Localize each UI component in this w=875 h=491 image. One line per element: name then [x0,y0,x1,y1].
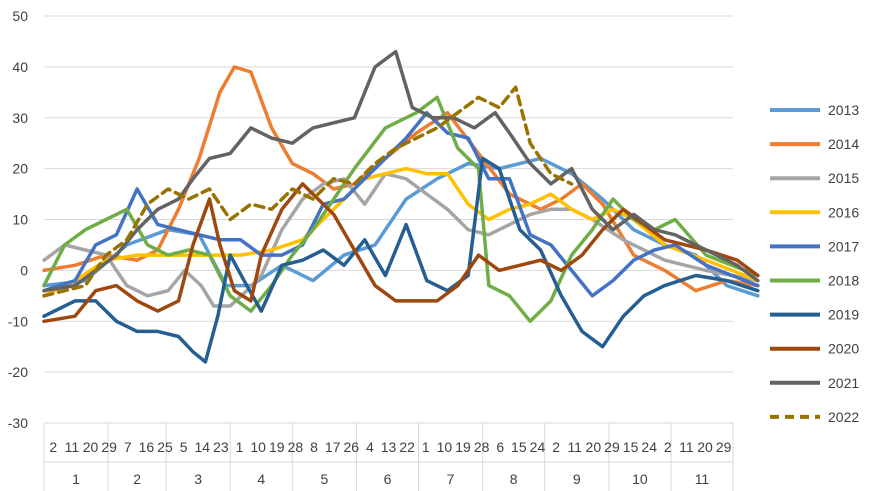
legend-label: 2021 [828,375,859,391]
month-label: 11 [695,471,710,487]
legend-label: 2015 [828,170,859,186]
x-tick-label: 22 [399,439,415,455]
month-label: 4 [257,471,265,487]
month-label: 3 [194,471,202,487]
series-line-2015 [42,171,760,308]
series-line-2020 [42,182,760,324]
legend-label: 2016 [828,204,859,220]
month-label: 1 [72,471,80,487]
month-label: 5 [320,471,328,487]
x-tick-label: 29 [716,439,732,455]
x-tick-label: 15 [623,439,639,455]
x-tick-label: 19 [269,439,285,455]
x-tick-label: 20 [83,439,99,455]
series-line-2018 [42,95,760,324]
legend-label: 2013 [828,102,859,118]
x-tick-label: 16 [139,439,155,455]
x-axis: 2 11 20 29 7 16 25 5 14 23 1 10 19 28 8 17 26 4 13 22 1 10 19 2… [43,423,734,491]
legend-label: 2020 [828,341,859,357]
y-tick-label: 10 [12,212,28,228]
x-tick-label: 20 [586,439,602,455]
x-tick-label: 2 [664,439,672,455]
legend-label: 2019 [828,307,859,323]
y-tick-label: 50 [12,8,28,24]
x-tick-label: 13 [381,439,397,455]
series-line-2021 [42,49,760,293]
series-line-2019 [42,156,760,364]
x-tick-label: 10 [437,439,453,455]
x-tick-label: 17 [325,439,341,455]
x-tick-label: 29 [604,439,620,455]
series-line-2016 [42,166,760,298]
x-tick-label: 1 [422,439,430,455]
month-label: 10 [632,471,648,487]
y-axis-ticks: -30 -20 -10 0 10 20 30 40 50 [8,8,28,431]
x-tick-label: 24 [641,439,657,455]
series-line-2022 [42,85,574,298]
x-tick-label: 28 [474,439,490,455]
x-tick-label: 11 [679,439,694,455]
gridlines [44,15,733,424]
x-tick-label: 11 [567,439,582,455]
series-line-2017 [42,110,760,298]
y-tick-label: 30 [12,110,28,126]
x-tick-label: 28 [288,439,304,455]
legend-label: 2022 [828,409,859,425]
x-tick-label: 7 [124,439,132,455]
month-label: 6 [384,471,392,487]
y-tick-label: 40 [12,59,28,75]
month-label: 8 [510,471,518,487]
y-tick-label: -10 [8,313,28,329]
x-tick-label: 24 [530,439,546,455]
y-tick-label: -20 [8,364,28,380]
x-tick-label: 19 [455,439,471,455]
x-tick-label: 10 [250,439,266,455]
x-tick-label: 6 [496,439,504,455]
x-tick-label: 14 [194,439,210,455]
x-tick-label: 4 [366,439,374,455]
x-tick-label: 26 [343,439,359,455]
x-tick-label: 8 [310,439,318,455]
x-tick-label: 25 [157,439,173,455]
legend: 2013 2014 2015 2016 2017 2018 2019 2020 2021 2022 [770,102,859,425]
x-tick-label: 1 [236,439,244,455]
month-label: 7 [447,471,455,487]
x-tick-label: 2 [49,439,57,455]
month-label: 9 [573,471,581,487]
x-tick-label: 5 [180,439,188,455]
x-tick-label: 11 [65,439,80,455]
series-lines [42,49,760,364]
y-tick-label: 0 [20,262,28,278]
legend-label: 2017 [828,238,859,254]
y-tick-label: -30 [8,415,28,431]
legend-label: 2014 [828,136,859,152]
x-tick-label: 23 [213,439,229,455]
x-tick-label: 29 [101,439,117,455]
month-label: 2 [133,471,141,487]
x-tick-label: 20 [697,439,713,455]
x-tick-label: 2 [552,439,560,455]
legend-label: 2018 [828,273,859,289]
y-tick-label: 20 [12,161,28,177]
x-tick-label: 15 [511,439,527,455]
